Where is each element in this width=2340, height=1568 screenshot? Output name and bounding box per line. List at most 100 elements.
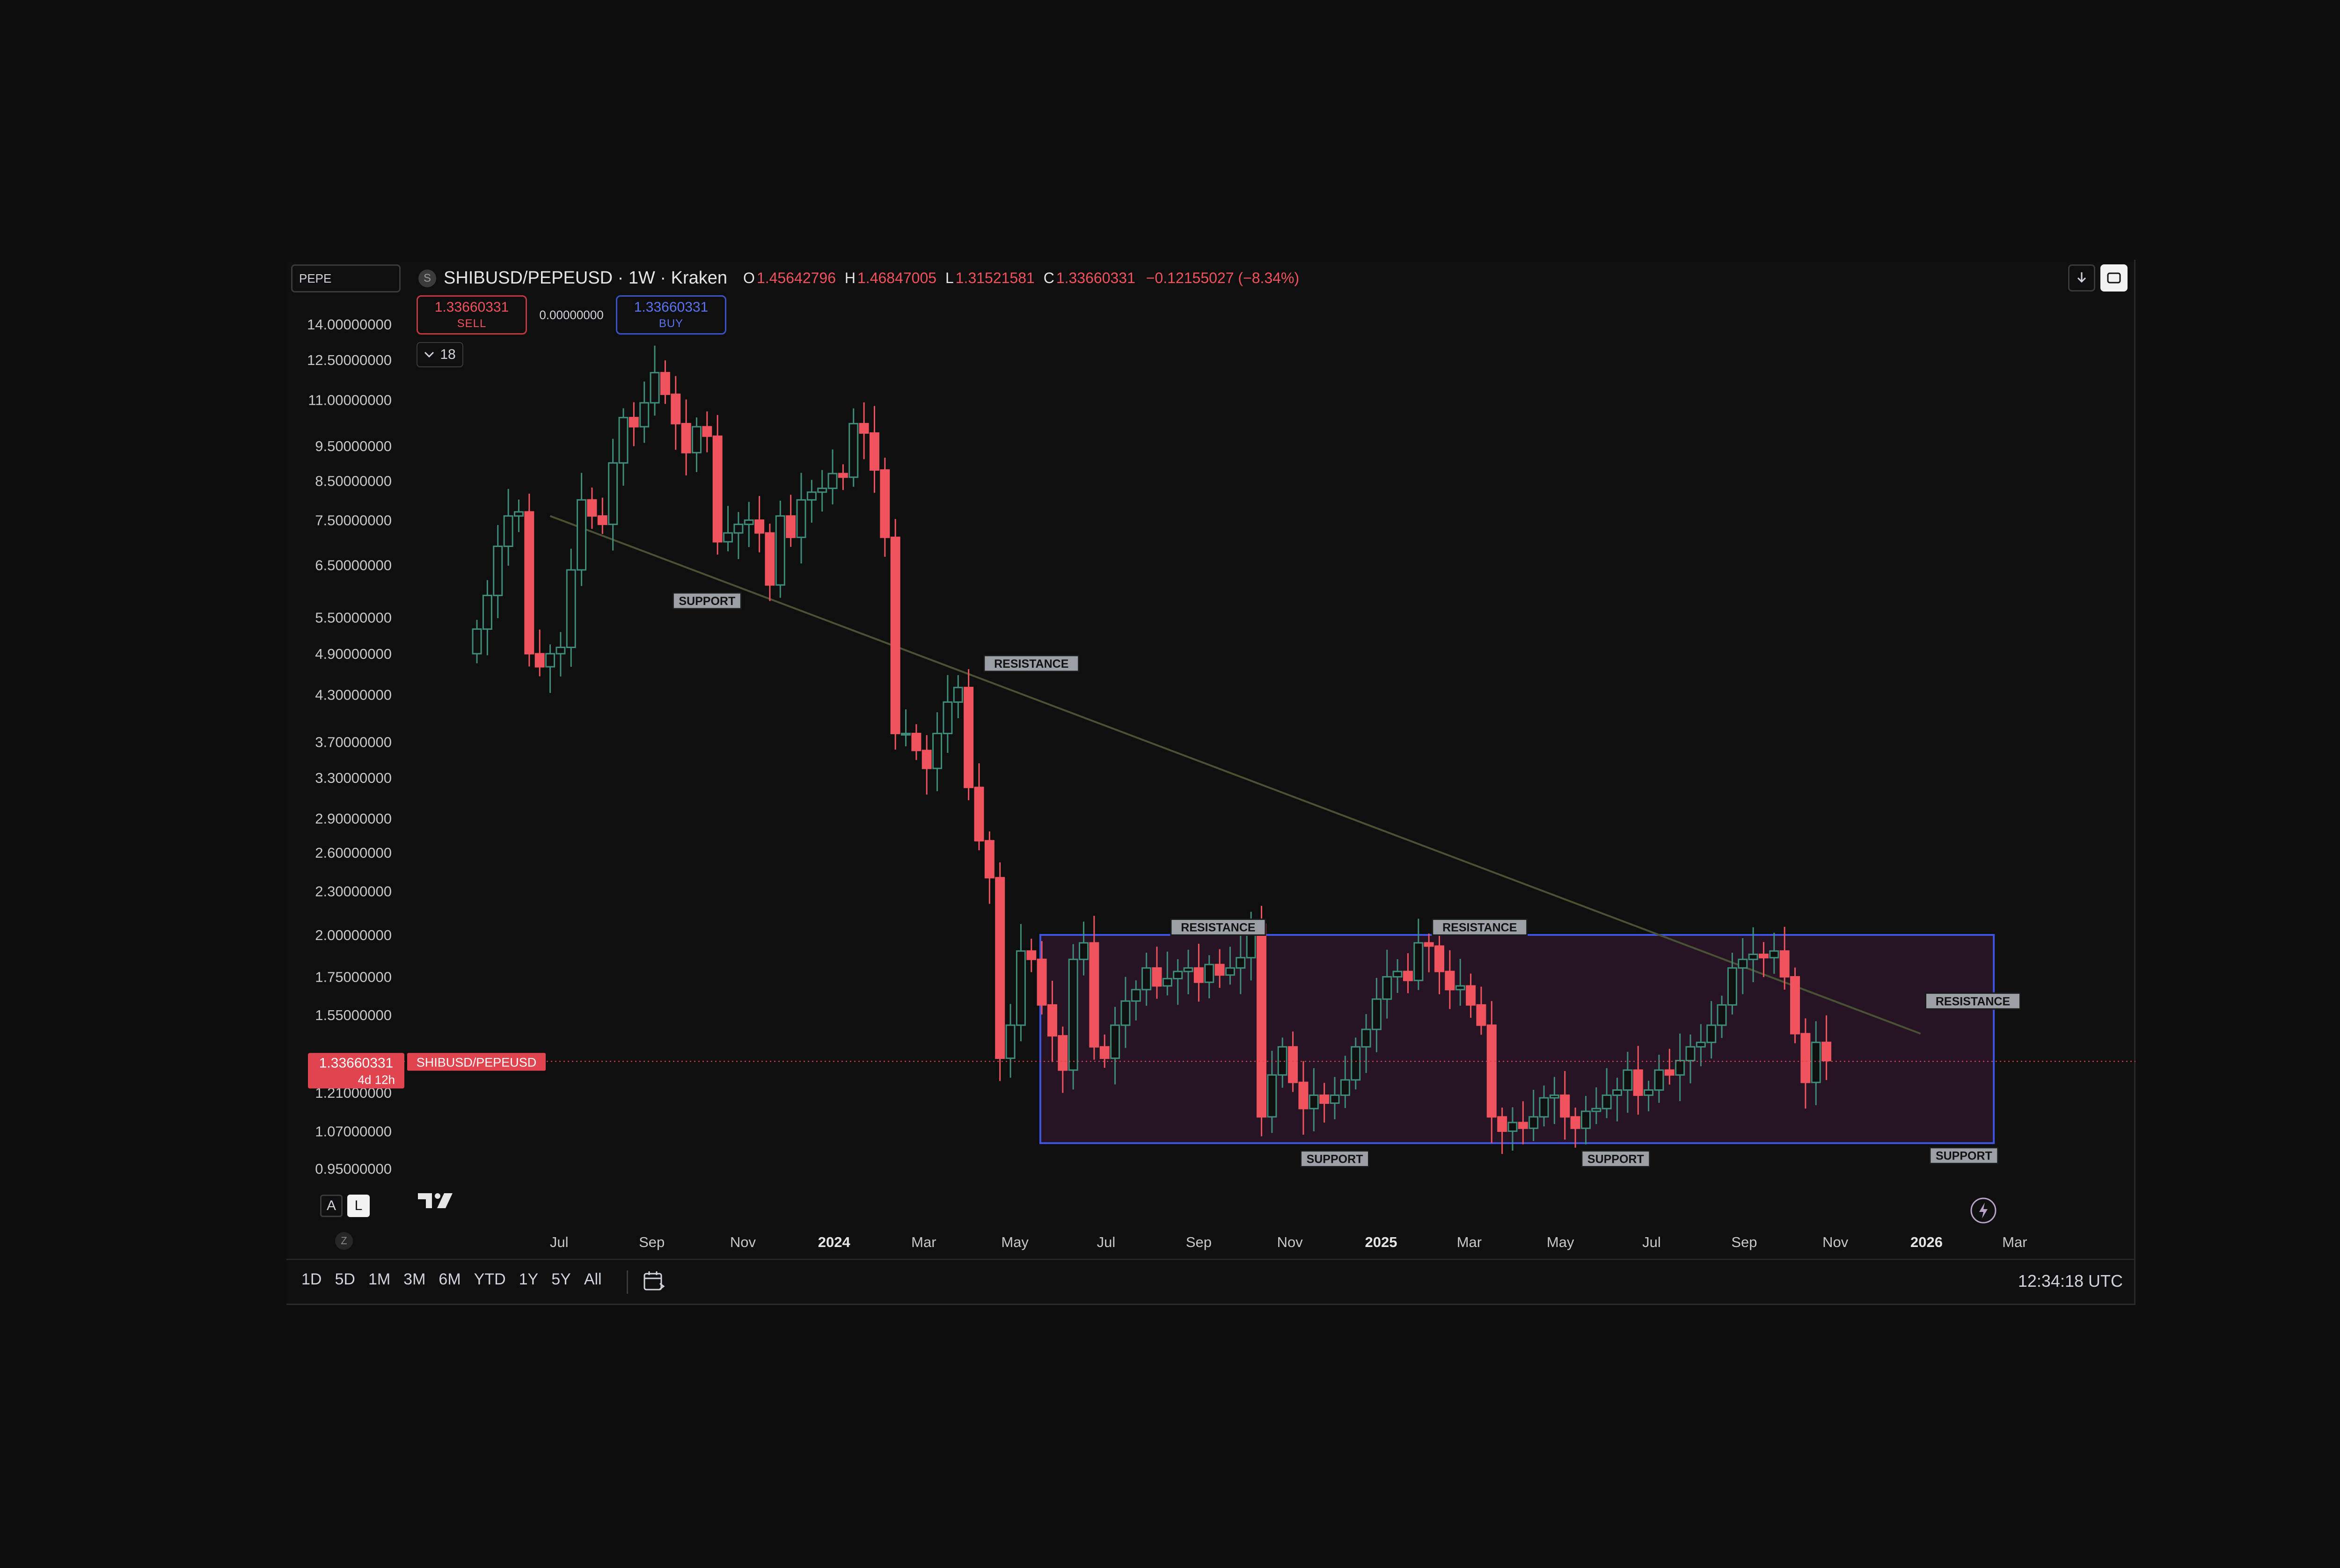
- candle-body: [1790, 976, 1800, 1035]
- range-box[interactable]: [1039, 934, 1995, 1145]
- bolt-icon[interactable]: [1969, 1196, 1997, 1225]
- range-6m[interactable]: 6M: [439, 1270, 461, 1288]
- annotation-label: RESISTANCE: [1432, 918, 1528, 936]
- range-3m[interactable]: 3M: [403, 1270, 426, 1288]
- symbol-search-input[interactable]: [291, 264, 401, 292]
- download-button[interactable]: [2068, 264, 2095, 292]
- buy-label: BUY: [658, 317, 684, 330]
- range-5d[interactable]: 5D: [335, 1270, 355, 1288]
- candle: [1204, 955, 1214, 999]
- annotation-text: RESISTANCE: [1936, 995, 2010, 1008]
- candle-body: [513, 511, 524, 517]
- trendline[interactable]: [549, 515, 1921, 1035]
- candle: [1821, 1015, 1832, 1080]
- candle: [786, 495, 796, 547]
- candle: [1351, 1037, 1361, 1090]
- candle: [1738, 938, 1748, 994]
- auto-scale-button[interactable]: A: [320, 1195, 343, 1217]
- buy-button[interactable]: 1.33660331 BUY: [616, 295, 726, 335]
- price-badge: [308, 1053, 404, 1089]
- candle: [943, 675, 953, 753]
- candle: [1570, 1108, 1580, 1148]
- candle: [503, 489, 513, 566]
- candle: [1382, 949, 1392, 1019]
- x-tick-label: Sep: [1186, 1234, 1212, 1250]
- candle: [608, 438, 618, 551]
- candle: [650, 345, 660, 416]
- candle-body: [1779, 950, 1790, 978]
- candle-body: [702, 426, 712, 437]
- candle-body: [545, 653, 556, 668]
- range-selector: 1D 5D 1M 3M 6M YTD 1Y 5Y All: [295, 1270, 608, 1289]
- candle: [838, 464, 848, 490]
- candle-body: [1371, 998, 1382, 1030]
- price-axis[interactable]: 16.0000000014.0000000012.5000000011.0000…: [307, 274, 392, 1177]
- high-value: 1.46847005: [857, 270, 937, 286]
- range-ytd[interactable]: YTD: [474, 1270, 506, 1288]
- sell-price: 1.33660331: [434, 299, 509, 315]
- candle-body: [1717, 1004, 1727, 1026]
- time-axis[interactable]: Jul Sep Nov 2024 Mar May Jul Sep Nov 2025 Mar May Ju…: [550, 1234, 2027, 1250]
- candle: [1403, 953, 1413, 993]
- candle: [995, 862, 1005, 1081]
- candle-body: [1539, 1097, 1549, 1118]
- candle: [1068, 944, 1078, 1090]
- candle: [1099, 1034, 1110, 1068]
- candle-body: [1089, 942, 1099, 1048]
- candle: [1413, 919, 1424, 990]
- price-chart[interactable]: 16.0000000014.0000000012.5000000011.0000…: [286, 260, 2135, 1258]
- candle: [566, 548, 576, 667]
- candle-body: [890, 536, 900, 735]
- sell-button[interactable]: 1.33660331 SELL: [417, 295, 527, 335]
- annotation-bg: [1925, 992, 2021, 1010]
- chart-legend: S SHIBUSD/PEPEUSD · 1W · Kraken O 1.45642…: [418, 268, 1299, 288]
- range-1d[interactable]: 1D: [301, 1270, 322, 1288]
- candle-body: [556, 647, 566, 655]
- candle-body: [995, 877, 1005, 1059]
- candle-body: [597, 515, 607, 525]
- candle-body: [1455, 985, 1465, 991]
- candle-body: [921, 750, 932, 769]
- range-1y[interactable]: 1Y: [519, 1270, 539, 1288]
- candle: [524, 493, 534, 667]
- candle: [1445, 950, 1455, 1009]
- candle: [493, 525, 503, 619]
- annotation-text: SUPPORT: [1936, 1150, 1992, 1163]
- candle-body: [1340, 1079, 1350, 1096]
- candle-body: [901, 733, 911, 736]
- range-box-rect[interactable]: [1039, 934, 1995, 1145]
- legend-title[interactable]: SHIBUSD/PEPEUSD · 1W · Kraken: [444, 268, 728, 288]
- candles: [472, 345, 1832, 1154]
- indicators-toggle-button[interactable]: 18: [417, 342, 463, 367]
- candle: [1758, 942, 1769, 977]
- candle-body: [650, 372, 660, 404]
- log-scale-button[interactable]: L: [347, 1195, 370, 1217]
- candle-body: [1549, 1094, 1559, 1099]
- y-tick-label: 12.50000000: [307, 352, 392, 368]
- calendar-icon[interactable]: [642, 1269, 665, 1293]
- candle: [932, 712, 943, 791]
- range-5y[interactable]: 5Y: [551, 1270, 571, 1288]
- candle-body: [1800, 1033, 1811, 1083]
- candle: [1005, 1004, 1016, 1078]
- fullscreen-button[interactable]: [2100, 264, 2128, 292]
- candle-body: [806, 491, 817, 501]
- tradingview-logo-icon[interactable]: [418, 1191, 453, 1210]
- candle: [1601, 1068, 1612, 1118]
- candle: [911, 724, 921, 760]
- candle-body: [524, 511, 534, 655]
- utc-clock[interactable]: 12:34:18 UTC: [2018, 1271, 2123, 1291]
- trendline-line[interactable]: [549, 515, 1921, 1035]
- zoom-reset-button[interactable]: Z: [335, 1232, 353, 1250]
- candle-body: [1580, 1110, 1591, 1129]
- candle-body: [1382, 976, 1392, 1000]
- candle-body: [1068, 958, 1078, 1071]
- x-tick-label: May: [1001, 1234, 1029, 1250]
- candle: [639, 381, 650, 443]
- candle: [1779, 926, 1790, 990]
- candle-body: [1319, 1094, 1330, 1104]
- range-all[interactable]: All: [584, 1270, 602, 1288]
- candle-body: [1675, 1060, 1685, 1076]
- range-1m[interactable]: 1M: [368, 1270, 391, 1288]
- y-tick-label: 1.07000000: [315, 1123, 392, 1139]
